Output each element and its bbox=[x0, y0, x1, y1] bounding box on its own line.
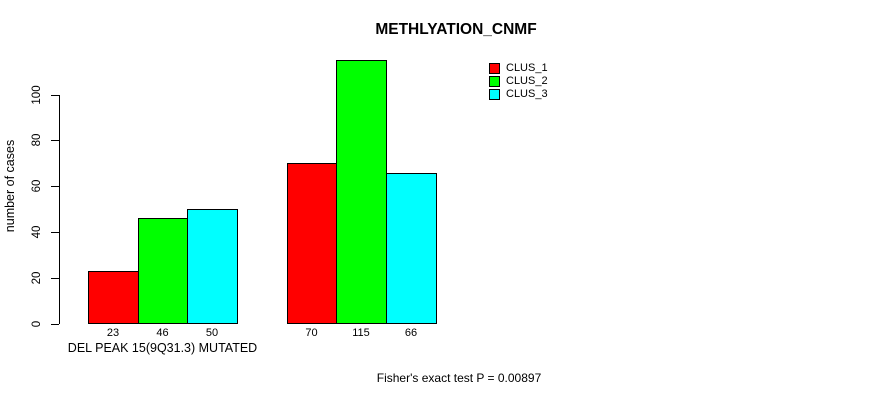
y-axis-tick-label: 40 bbox=[31, 225, 43, 239]
bar-clus_2-group2 bbox=[336, 60, 387, 324]
bar-clus_1-group2 bbox=[287, 163, 337, 324]
y-axis-label: number of cases bbox=[3, 139, 17, 233]
legend-swatch-icon bbox=[489, 76, 500, 87]
legend-label: CLUS_3 bbox=[506, 88, 548, 100]
bar-value-label: 23 bbox=[106, 327, 120, 339]
chart-title: METHLYATION_CNMF bbox=[375, 21, 537, 38]
bar-clus_3-group2 bbox=[386, 173, 437, 324]
y-axis-line bbox=[59, 95, 60, 324]
y-axis-tick bbox=[51, 95, 59, 96]
y-axis-tick bbox=[51, 278, 59, 279]
stats-caption: Fisher's exact test P = 0.00897 bbox=[376, 371, 542, 385]
y-axis-tick bbox=[51, 140, 59, 141]
y-axis-tick-label: 0 bbox=[31, 320, 43, 328]
legend-item-clus_3: CLUS_3 bbox=[489, 88, 548, 101]
legend: CLUS_1 CLUS_2 CLUS_3 bbox=[489, 62, 548, 101]
x-group-label: DEL PEAK 15(9Q31.3) MUTATED bbox=[67, 341, 258, 355]
legend-swatch-icon bbox=[489, 89, 500, 100]
y-axis-tick bbox=[51, 232, 59, 233]
legend-swatch-icon bbox=[489, 63, 500, 74]
y-axis-tick-label: 20 bbox=[31, 271, 43, 285]
bar-value-label: 115 bbox=[352, 327, 370, 339]
bar-clus_1-group1 bbox=[88, 271, 139, 324]
bar-clus_3-group1 bbox=[187, 209, 238, 324]
bar-value-label: 50 bbox=[205, 327, 219, 339]
legend-item-clus_2: CLUS_2 bbox=[489, 75, 548, 88]
y-axis-tick-label: 80 bbox=[31, 133, 43, 147]
bar-value-label: 46 bbox=[156, 327, 169, 339]
legend-item-clus_1: CLUS_1 bbox=[489, 62, 548, 75]
y-axis-tick-label: 100 bbox=[31, 85, 43, 105]
bar-value-label: 66 bbox=[404, 327, 418, 339]
y-axis-tick bbox=[51, 186, 59, 187]
bar-clus_2-group1 bbox=[138, 218, 188, 324]
y-axis-tick bbox=[51, 324, 59, 325]
legend-label: CLUS_1 bbox=[506, 62, 548, 74]
bar-value-label: 70 bbox=[305, 327, 318, 339]
legend-label: CLUS_2 bbox=[506, 75, 548, 87]
y-axis-tick-label: 60 bbox=[31, 179, 43, 193]
